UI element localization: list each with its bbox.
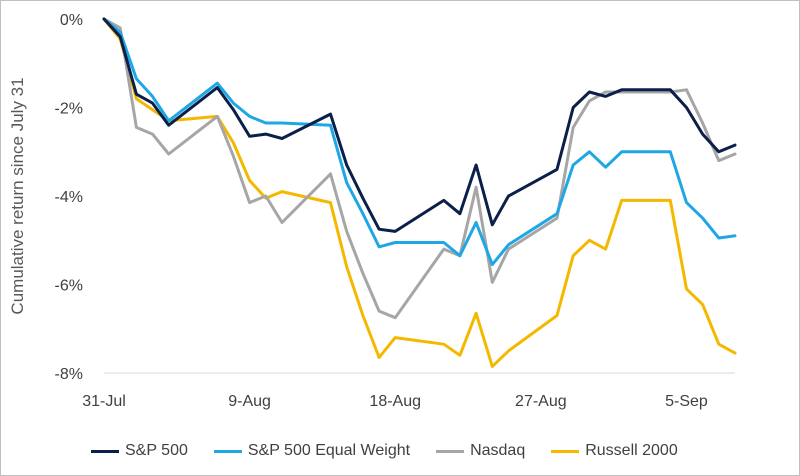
series-line-s-p-500 bbox=[102, 17, 737, 233]
legend-swatch bbox=[436, 449, 465, 453]
series-line-s-p-500-equal-weight bbox=[102, 17, 737, 267]
x-tick-label: 18-Aug bbox=[369, 393, 421, 410]
legend-item: Russell 2000 bbox=[551, 442, 678, 460]
y-axis-title: Cumulative return since July 31 bbox=[8, 77, 27, 314]
y-tick-label: -6% bbox=[55, 278, 83, 295]
x-tick-label: 5-Sep bbox=[665, 393, 708, 410]
legend-swatch bbox=[213, 449, 242, 453]
legend-swatch bbox=[551, 449, 580, 453]
line-chart: Cumulative return since July 31 0% -2% -4% -… bbox=[8, 12, 737, 410]
legend-item: S&P 500 Equal Weight bbox=[213, 442, 411, 460]
y-tick-label: -8% bbox=[55, 366, 83, 383]
legend: S&P 500 S&P 500 Equal Weight Nasdaq Russell… bbox=[91, 439, 791, 463]
y-tick-label: -2% bbox=[55, 101, 83, 118]
legend-label: Nasdaq bbox=[470, 442, 526, 459]
series-line-russell-2000 bbox=[102, 17, 737, 368]
legend-label: S&P 500 bbox=[125, 442, 188, 459]
x-tick-label: 27-Aug bbox=[515, 393, 567, 410]
legend-label: S&P 500 Equal Weight bbox=[247, 442, 411, 459]
legend-swatch bbox=[91, 449, 119, 453]
y-tick-label: 0% bbox=[60, 12, 83, 29]
x-tick-label: 31-Jul bbox=[82, 393, 126, 410]
y-tick-label: -4% bbox=[55, 189, 83, 206]
legend-item: S&P 500 bbox=[91, 442, 188, 460]
x-tick-label: 9-Aug bbox=[228, 393, 271, 410]
legend-label: Russell 2000 bbox=[585, 442, 678, 459]
legend-item: Nasdaq bbox=[436, 442, 525, 460]
series-line-nasdaq bbox=[102, 17, 737, 320]
